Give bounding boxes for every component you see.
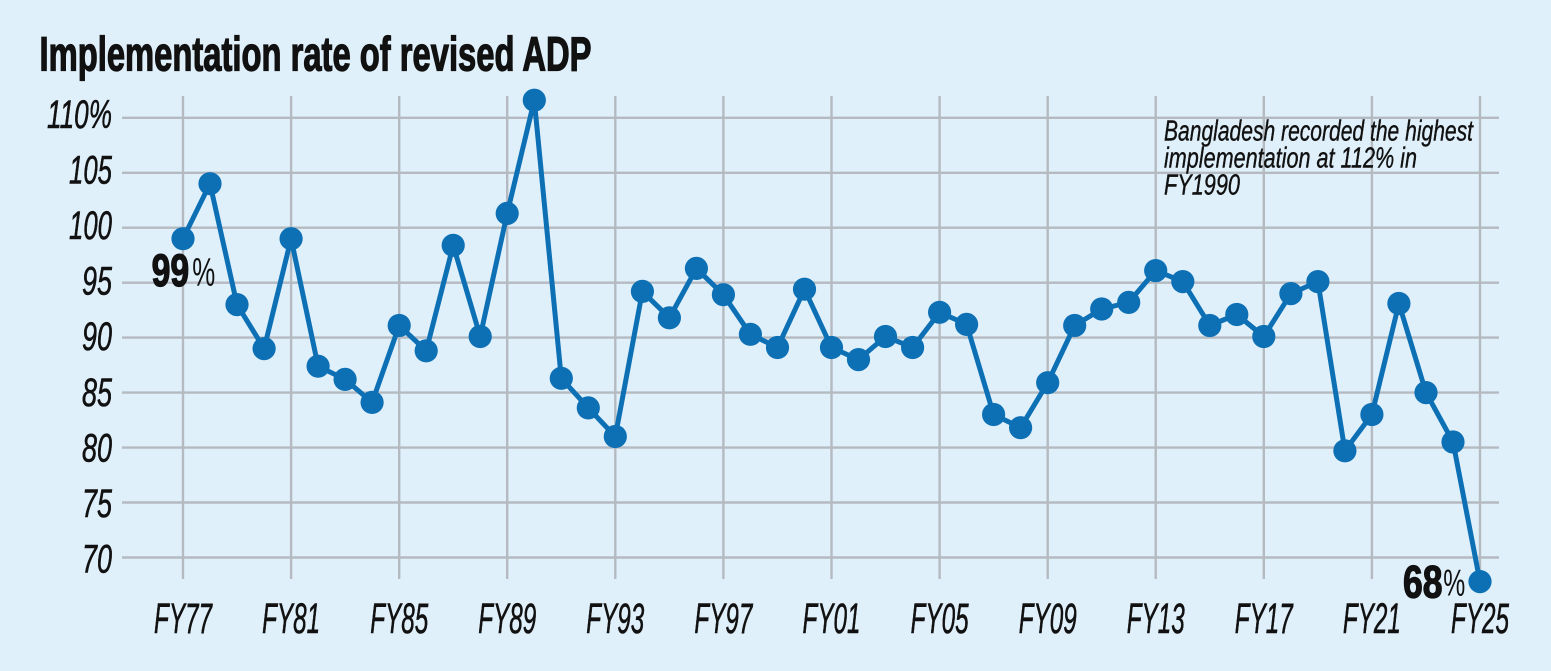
- svg-text:100: 100: [69, 204, 112, 248]
- svg-text:FY25: FY25: [1451, 595, 1510, 643]
- svg-text:FY97: FY97: [694, 595, 753, 643]
- svg-text:FY09: FY09: [1019, 595, 1077, 643]
- svg-text:FY93: FY93: [586, 595, 644, 643]
- svg-text:implementation at 112% in: implementation at 112% in: [1164, 143, 1417, 175]
- svg-text:80: 80: [82, 427, 112, 471]
- svg-text:105: 105: [69, 148, 112, 192]
- svg-text:%: %: [192, 251, 215, 295]
- svg-text:%: %: [1443, 563, 1465, 605]
- svg-text:110%: 110%: [47, 93, 112, 137]
- svg-text:FY17: FY17: [1235, 595, 1294, 643]
- svg-text:85: 85: [82, 371, 113, 415]
- svg-text:99: 99: [152, 245, 190, 296]
- svg-text:FY13: FY13: [1127, 595, 1185, 643]
- svg-text:Implementation rate of revised: Implementation rate of revised ADP: [40, 28, 592, 81]
- svg-text:FY85: FY85: [370, 595, 429, 643]
- svg-text:70: 70: [82, 538, 112, 582]
- svg-text:68: 68: [1403, 557, 1443, 608]
- svg-text:95: 95: [82, 260, 113, 304]
- svg-text:FY89: FY89: [478, 595, 536, 643]
- svg-text:FY05: FY05: [911, 595, 970, 643]
- svg-text:FY21: FY21: [1343, 595, 1401, 643]
- svg-text:FY77: FY77: [154, 595, 213, 643]
- svg-text:75: 75: [82, 482, 113, 526]
- svg-text:Bangladesh recorded the highes: Bangladesh recorded the highest: [1164, 116, 1474, 148]
- svg-text:90: 90: [82, 315, 112, 359]
- svg-text:FY1990: FY1990: [1164, 170, 1240, 202]
- svg-text:FY01: FY01: [803, 595, 861, 643]
- svg-text:FY81: FY81: [262, 595, 320, 643]
